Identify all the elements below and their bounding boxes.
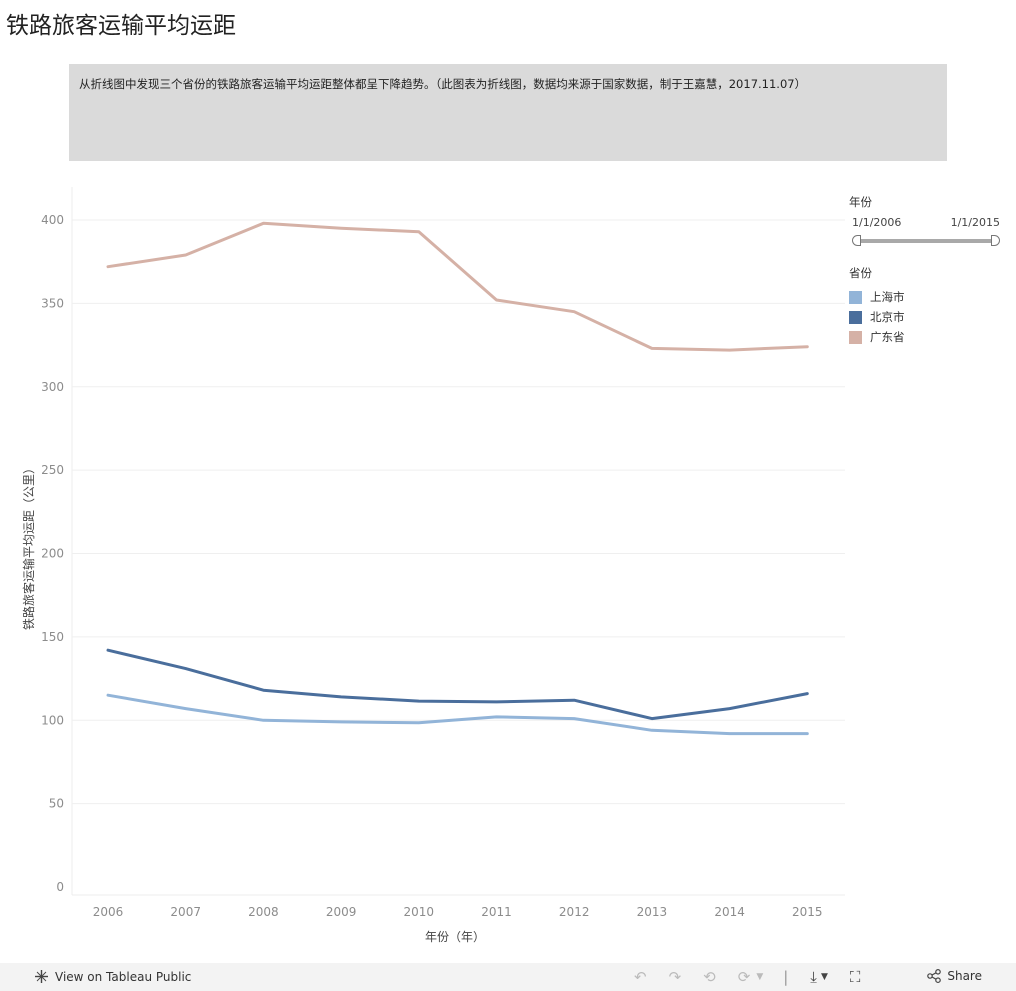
y-tick-label: 150 <box>41 630 64 644</box>
y-tick-label: 400 <box>41 213 64 227</box>
share-label: Share <box>947 969 982 983</box>
series-line[interactable] <box>106 693 809 736</box>
y-tick-label: 350 <box>41 296 64 310</box>
legend-swatch <box>849 310 862 324</box>
revert-icon[interactable]: ⟲ <box>703 968 716 986</box>
legend-swatch <box>849 290 862 304</box>
series-line[interactable] <box>106 648 809 721</box>
page-title: 铁路旅客运输平均运距 <box>6 13 236 39</box>
x-tick-label: 2012 <box>559 905 590 919</box>
slider-handle-start[interactable] <box>852 235 861 246</box>
legend-item[interactable]: 上海市 <box>849 287 1009 307</box>
year-filter-title: 年份 <box>849 195 872 209</box>
series-line[interactable] <box>106 221 809 352</box>
tableau-logo-icon <box>35 970 48 983</box>
y-tick-label: 300 <box>41 380 64 394</box>
legend-item[interactable]: 北京市 <box>849 307 1009 327</box>
slider-handle-end[interactable] <box>991 235 1000 246</box>
share-icon <box>927 969 942 983</box>
fullscreen-icon[interactable]: ⛶ <box>849 968 861 986</box>
y-tick-label: 200 <box>41 547 64 561</box>
year-range-labels: 1/1/2006 1/1/2015 <box>852 216 1000 229</box>
legend-items: 上海市 北京市 广东省 <box>849 287 1009 347</box>
x-tick-label: 2013 <box>637 905 668 919</box>
line-chart: 0 50 100 150 200 250 300 350 400 2006 2007 2008 200… <box>21 187 845 944</box>
x-tick-label: 2008 <box>248 905 279 919</box>
download-icon[interactable]: ⤓ <box>810 968 817 986</box>
redo-icon[interactable]: ↷ <box>668 968 682 986</box>
x-tick-label: 2011 <box>481 905 512 919</box>
view-on-tableau-link[interactable]: View on Tableau Public <box>34 969 191 984</box>
x-tick-label: 2006 <box>93 905 124 919</box>
toolbar: ↶ ↷ ⟲ ⟳ ▼ | ⤓ ▼ ⛶ <box>634 968 860 986</box>
y-tick-label: 100 <box>41 713 64 727</box>
description-text: 从折线图中发现三个省份的铁路旅客运输平均运距整体都呈下降趋势。（此图表为折线图，… <box>69 64 947 161</box>
y-tick-label: 250 <box>41 463 64 477</box>
y-tick-label: 0 <box>56 880 64 894</box>
x-tick-label: 2014 <box>714 905 745 919</box>
slider-track <box>856 239 996 243</box>
refresh-icon[interactable]: ⟳ <box>737 968 751 986</box>
year-range-slider[interactable] <box>852 233 1000 249</box>
share-button[interactable]: Share <box>927 969 982 983</box>
x-tick-label: 2015 <box>792 905 823 919</box>
x-tick-label: 2010 <box>404 905 435 919</box>
y-axis-title: 铁路旅客运输平均运距（公里） <box>21 462 36 630</box>
legend-label: 上海市 <box>870 290 905 304</box>
legend-swatch <box>849 330 862 344</box>
province-legend-title: 省份 <box>849 266 872 280</box>
x-axis-title: 年份（年） <box>425 930 485 944</box>
range-end-label: 1/1/2015 <box>950 216 1000 229</box>
toolbar-divider: | <box>783 968 789 986</box>
legend-label: 广东省 <box>870 330 905 344</box>
y-tick-label: 50 <box>49 797 64 811</box>
x-tick-label: 2007 <box>170 905 201 919</box>
download-dropdown-icon[interactable]: ▼ <box>820 972 828 982</box>
tableau-footer: View on Tableau Public ↶ ↷ ⟲ ⟳ ▼ | ⤓ ▼ ⛶… <box>0 963 1016 991</box>
x-tick-label: 2009 <box>326 905 357 919</box>
legend-item[interactable]: 广东省 <box>849 327 1009 347</box>
view-on-tableau-label: View on Tableau Public <box>55 969 192 984</box>
undo-icon[interactable]: ↶ <box>634 968 647 986</box>
range-start-label: 1/1/2006 <box>852 216 902 229</box>
legend-panel: 年份 1/1/2006 1/1/2015 省份 上海市北京市广东省 <box>849 194 1009 347</box>
legend-label: 北京市 <box>870 310 905 324</box>
refresh-dropdown-icon[interactable]: ▼ <box>756 972 764 982</box>
